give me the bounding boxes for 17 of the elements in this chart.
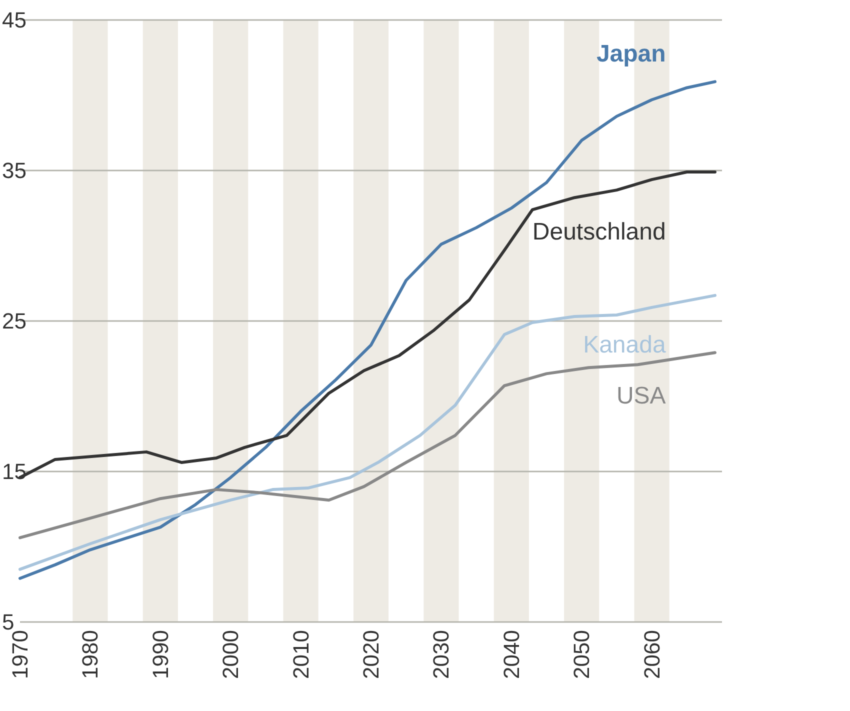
x-tick-label: 2050 xyxy=(569,630,594,679)
series-label: USA xyxy=(616,382,666,410)
x-tick-label: 2010 xyxy=(288,630,314,679)
x-tick-label: 1980 xyxy=(78,630,103,679)
x-tick-label: 2000 xyxy=(218,630,244,679)
y-tick-label: 25 xyxy=(2,308,26,334)
series-label: Kanada xyxy=(583,332,666,359)
x-tick-label: 1990 xyxy=(148,630,173,679)
x-tick-label: 2020 xyxy=(358,630,384,679)
y-tick-label: 45 xyxy=(2,8,26,32)
x-tick-label: 1970 xyxy=(8,630,32,679)
x-tick-label: 2040 xyxy=(498,630,524,679)
series-label: Deutschland xyxy=(532,218,666,246)
series-label: Japan xyxy=(596,40,666,68)
x-tick-label: 2030 xyxy=(428,630,454,679)
x-tick-label: 2060 xyxy=(639,630,664,679)
y-tick-label: 35 xyxy=(2,158,26,183)
